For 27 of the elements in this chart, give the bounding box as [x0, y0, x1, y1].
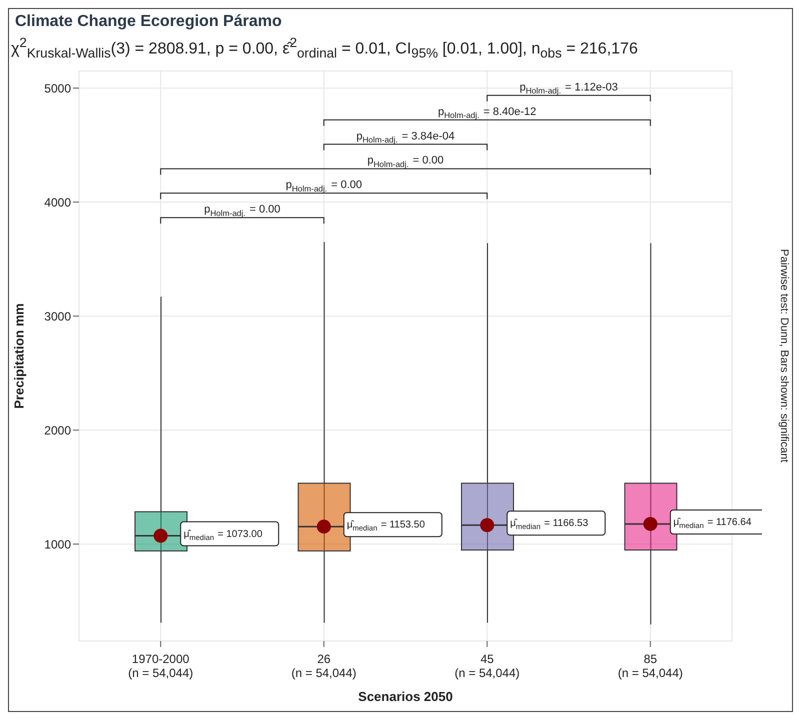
y-tick-label: 3000 [44, 308, 72, 323]
x-axis-title: Scenarios 2050 [358, 688, 453, 704]
x-tick-label: 85 (n = 54,044) [618, 652, 683, 680]
annotation: p$_{Holm-adj.}$ = 0.00 [367, 154, 444, 169]
annotation: μ̂$_{median}$ = 1073.00 [184, 528, 263, 542]
annotation: p$_{Holm-adj.}$ = 0.00 [286, 178, 362, 193]
text: χ$^{2}$$_{Kruskal-Wallis}$(3) = 2808.91, p = 0.00, ε̂$^{2}$$_{ordinal}$ = 0.01, CI$_{95%}$ [0.01, 1.00], n$_{obs}$ = 216,176 [11, 35, 638, 61]
text: Pairwise test: Dunn, Bars shown: significant [778, 249, 790, 462]
y-tick-label: 2000 [44, 422, 72, 437]
annotation: μ̂$_{median}$ = 1166.53 [510, 518, 589, 531]
point [480, 518, 494, 532]
annotation: μ̂$_{median}$ = 1176.64 [673, 516, 752, 530]
annotation: p$_{Holm-adj.}$ = 8.40e-12 [438, 105, 536, 120]
y-tick-label: 1000 [44, 536, 72, 551]
y-axis-title: Precipitation mm [12, 302, 27, 408]
x-tick-label: 26 (n = 54,044) [291, 652, 356, 680]
y-tick-label: 5000 [44, 80, 72, 95]
annotation: p$_{Holm-adj.}$ = 3.84e-04 [356, 130, 455, 144]
annotation: p$_{Holm-adj.}$ = 1.12e-03 [520, 80, 618, 96]
point [316, 519, 331, 534]
chart-title: Climate Change Ecoregion Páramo [14, 12, 283, 31]
y-tick-label: 4000 [44, 194, 72, 209]
x-tick-label: 1970-2000 (n = 54,044) [128, 652, 194, 680]
annotation: μ̂$_{median}$ = 1153.50 [346, 519, 426, 532]
x-tick-label: 45 (n = 54,044) [454, 652, 520, 680]
annotation: p$_{Holm-adj.}$ = 0.00 [204, 203, 280, 218]
point [643, 516, 658, 530]
